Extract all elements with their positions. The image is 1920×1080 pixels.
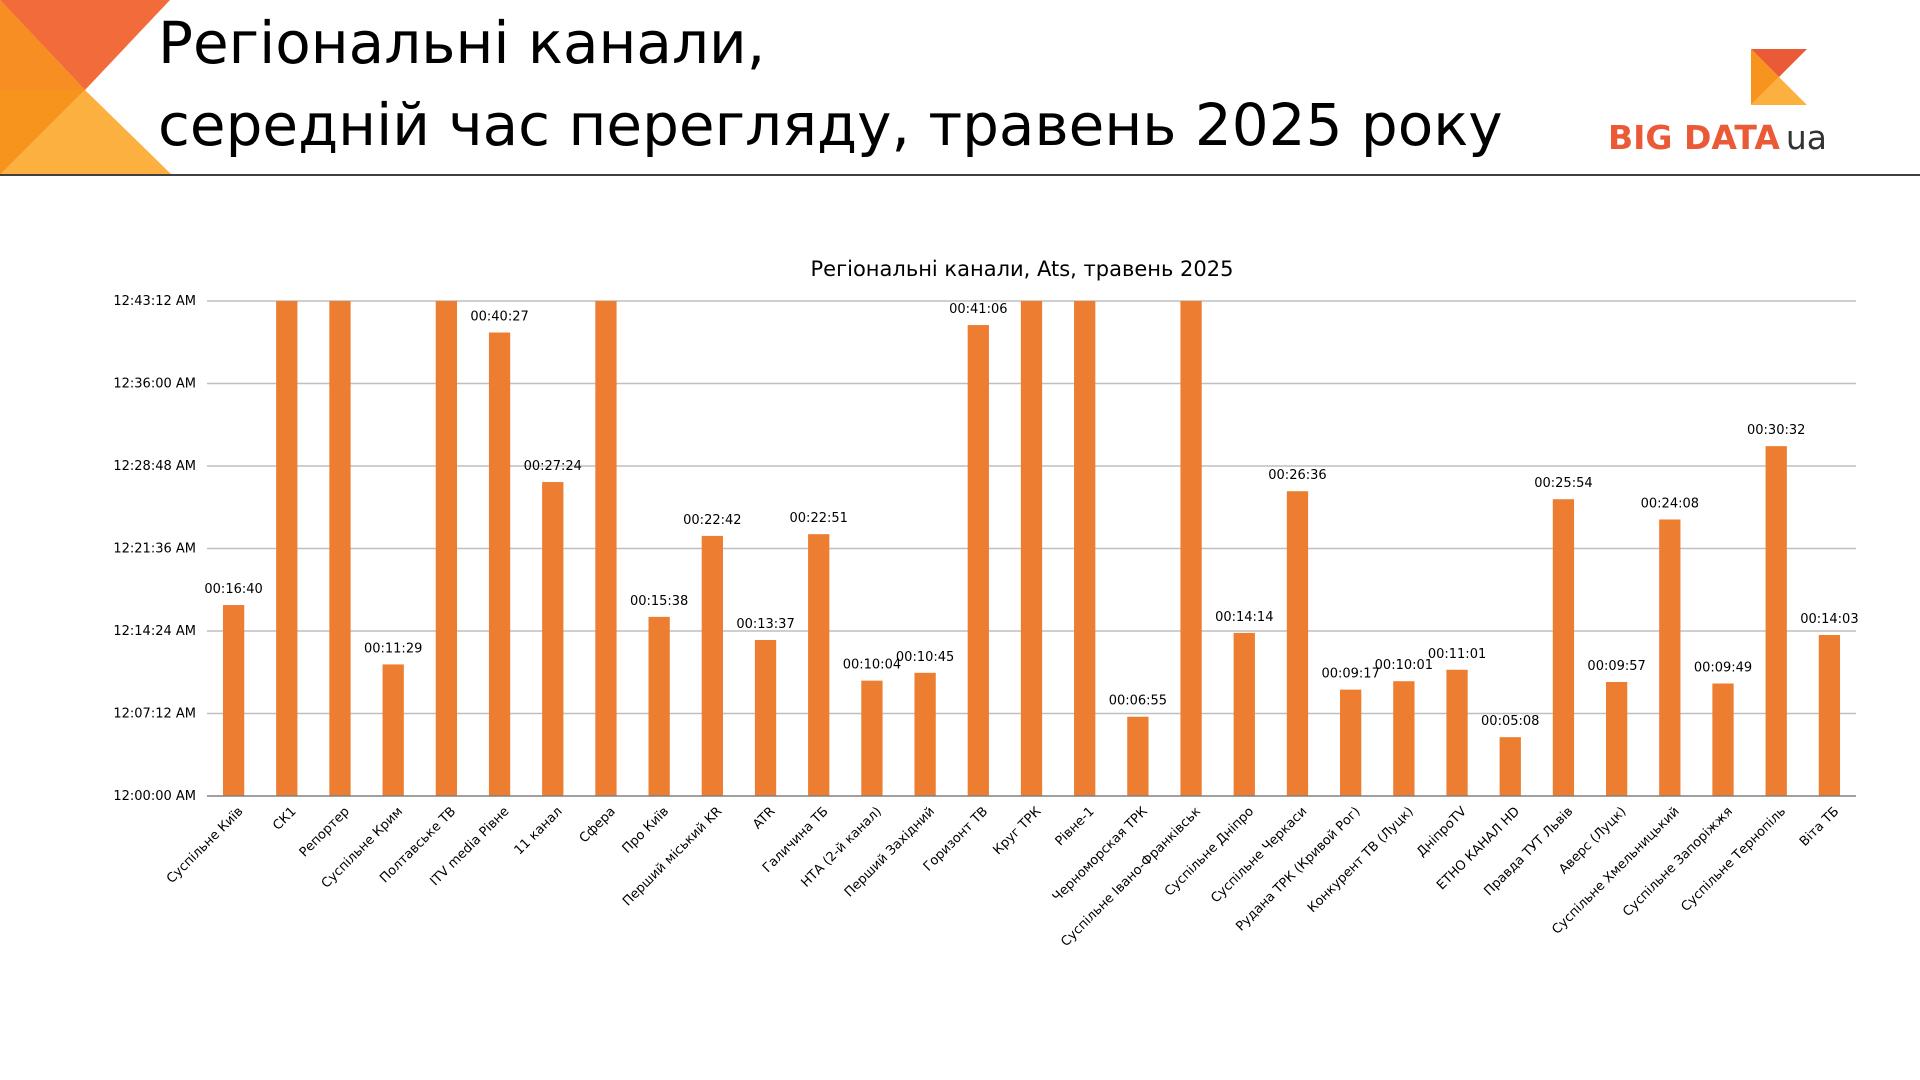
logo-name: BIG DATA	[1608, 118, 1780, 157]
x-tick-label: ATR	[750, 804, 778, 832]
bar	[329, 301, 351, 796]
bar	[435, 301, 458, 796]
x-tick-label: Суспільне Запоріжжя	[1620, 804, 1736, 920]
y-tick-label: 12:00:00 AM	[113, 789, 196, 804]
bar	[1074, 301, 1096, 796]
x-tick-label: 11 канал	[512, 804, 566, 858]
chart-title: Регіональні канали, Ats, травень 2025	[811, 257, 1234, 281]
bar	[648, 616, 670, 796]
data-label: 00:10:01	[1375, 658, 1433, 673]
bar	[1233, 632, 1255, 796]
bars	[222, 301, 1841, 796]
data-label: 00:30:32	[1747, 423, 1805, 438]
data-label: 00:41:06	[949, 302, 1007, 317]
bar	[861, 680, 883, 796]
data-label: 00:22:42	[683, 513, 741, 528]
x-tick-label: Суспільне Тернопіль	[1678, 804, 1789, 915]
page-title-line2: середній час перегляду, травень 2025 рок…	[158, 91, 1503, 159]
x-tick-label: Суспільне Черкаси	[1208, 804, 1310, 906]
data-label: 00:40:27	[470, 310, 528, 325]
bar	[808, 534, 830, 796]
y-tick-label: 12:36:00 AM	[113, 377, 196, 392]
x-tick-label: Репортер	[297, 804, 353, 860]
x-tick-label: СК1	[270, 804, 299, 833]
data-label: 00:26:36	[1268, 468, 1326, 483]
bar	[701, 535, 723, 796]
data-label: 00:09:57	[1587, 659, 1645, 674]
x-tick-label: ДніпроTV	[1414, 804, 1470, 860]
data-label: 00:09:17	[1321, 667, 1379, 682]
bar	[595, 301, 617, 796]
x-tick-label: Круг ТРК	[990, 804, 1044, 858]
bar	[1765, 446, 1787, 796]
bar	[1499, 737, 1521, 796]
bar	[1286, 491, 1309, 796]
data-label: 00:14:03	[1800, 612, 1858, 627]
bar	[542, 482, 564, 796]
y-tick-label: 12:07:12 AM	[113, 707, 196, 722]
y-tick-label: 12:21:36 AM	[113, 542, 196, 557]
data-label: 00:15:38	[630, 594, 688, 609]
y-tick-label: 12:28:48 AM	[113, 459, 196, 474]
x-tick-label: Черноморская ТРК	[1050, 804, 1151, 905]
header-divider	[0, 174, 1920, 176]
data-label: 00:06:55	[1109, 694, 1167, 709]
y-tick-label: 12:43:12 AM	[113, 294, 196, 309]
bar	[1818, 635, 1841, 796]
page-title: Регіональні канали, середній час перегля…	[158, 2, 1503, 166]
bar	[914, 672, 936, 796]
bar	[1127, 716, 1149, 796]
bar	[754, 639, 777, 796]
y-tick-label: 12:14:24 AM	[113, 624, 196, 639]
y-axis-ticks: 12:00:00 AM 12:07:12 AM 12:14:24 AM 12:21:3…	[113, 294, 196, 804]
big-data-logo-icon	[1751, 49, 1807, 105]
x-tick-label: Віта ТБ	[1797, 804, 1842, 849]
bar	[1712, 683, 1734, 796]
x-tick-label: Суспільне Дніпро	[1162, 804, 1257, 899]
bar	[488, 332, 511, 796]
data-label: 00:11:01	[1428, 647, 1486, 662]
bar	[1180, 301, 1202, 796]
x-tick-label: Перший міський KR	[620, 804, 725, 909]
data-label: 00:24:08	[1641, 496, 1699, 511]
x-tick-label: Суспільне Київ	[164, 804, 246, 886]
x-tick-label: Правда ТУТ Львів	[1481, 804, 1576, 899]
corner-decoration-icon	[0, 0, 172, 175]
logo-suffix: ua	[1785, 118, 1828, 157]
page-title-line1: Регіональні канали,	[158, 9, 766, 77]
data-label: 00:05:08	[1481, 714, 1539, 729]
data-label: 00:25:54	[1534, 476, 1592, 491]
x-tick-label: Конкурент ТВ (Луцк)	[1305, 804, 1417, 916]
data-label: 00:09:49	[1694, 661, 1752, 676]
x-tick-label: Сфера	[577, 804, 619, 846]
data-labels: 00:16:40 00:11:29 00:40:27 00:27:24 00:15:38…	[204, 302, 1858, 729]
data-label: 00:13:37	[736, 617, 794, 632]
data-label: 00:11:29	[364, 641, 422, 656]
x-tick-label: Про Київ	[620, 804, 672, 856]
bar	[1552, 499, 1575, 796]
x-tick-label: Перший Західний	[842, 804, 938, 900]
bar	[967, 325, 989, 796]
bar-chart: Регіональні канали, Ats, травень 2025 12…	[113, 257, 1858, 950]
bar	[1605, 681, 1628, 796]
bar	[382, 664, 404, 796]
data-label: 00:14:14	[1215, 610, 1273, 625]
bar	[222, 605, 245, 796]
bar	[276, 301, 298, 796]
x-tick-label: Рівне-1	[1053, 804, 1098, 849]
data-label: 00:27:24	[524, 459, 582, 474]
logo-text: BIG DATA ua	[1608, 118, 1827, 157]
bar	[1393, 681, 1415, 796]
data-label: 00:16:40	[204, 582, 262, 597]
bar	[1659, 519, 1681, 796]
bar	[1340, 689, 1362, 796]
data-label: 00:10:04	[843, 658, 901, 673]
data-label: 00:22:51	[790, 511, 848, 526]
bar	[1446, 669, 1468, 796]
bar	[1020, 301, 1043, 796]
data-label: 00:10:45	[896, 650, 954, 665]
